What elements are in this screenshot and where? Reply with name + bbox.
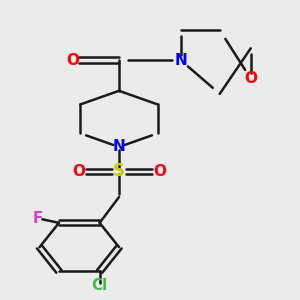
Text: N: N: [112, 140, 125, 154]
Text: O: O: [153, 164, 166, 179]
Text: O: O: [66, 53, 79, 68]
Text: O: O: [72, 164, 85, 179]
Text: S: S: [113, 162, 125, 180]
Text: N: N: [175, 53, 188, 68]
Text: F: F: [32, 211, 43, 226]
Text: O: O: [244, 71, 257, 86]
Text: Cl: Cl: [92, 278, 108, 293]
